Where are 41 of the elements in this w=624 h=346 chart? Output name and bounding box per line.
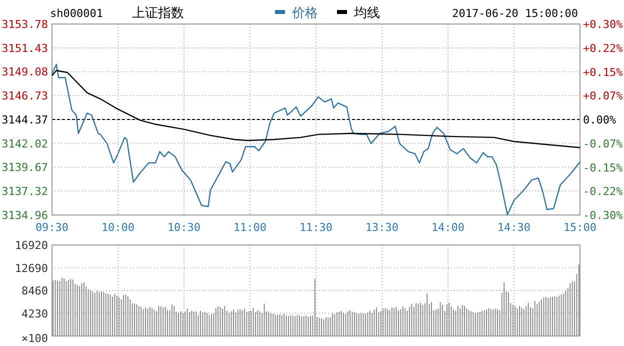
- y2-tick-label: 0.00%: [583, 114, 616, 126]
- y-tick-label: 3151.43: [2, 42, 48, 55]
- chart-title: 上证指数: [132, 5, 184, 20]
- y2-tick-label: +0.15%: [583, 66, 624, 79]
- line-series: [51, 70, 581, 148]
- x-tick-label: 09:30: [35, 221, 69, 234]
- y-tick-label: 3153.78: [2, 18, 48, 31]
- legend-item: 价格: [275, 5, 318, 20]
- y-tick-label: 16920: [14, 239, 48, 252]
- y-tick-label: 3146.73: [2, 90, 48, 103]
- x-tick-label: 10:00: [101, 221, 135, 234]
- y-tick-label: 3134.96: [2, 209, 48, 222]
- chart-subtitle: sh000001: [50, 7, 103, 20]
- x-tick-label: 15:00: [563, 221, 597, 234]
- y-tick-label: 3149.08: [2, 66, 48, 79]
- y2-tick-label: +0.07%: [583, 90, 624, 103]
- y-tick-label: 3142.02: [2, 137, 48, 150]
- x-tick-label: 11:00: [233, 221, 267, 234]
- y-tick-label: 8460: [22, 284, 48, 298]
- y-axis-title: ×100: [22, 332, 48, 345]
- y-tick-label: 3137.32: [2, 185, 48, 198]
- y-tick-label: 3139.67: [2, 161, 48, 174]
- x-tick-label: 10:30: [167, 221, 201, 234]
- y2-tick-label: +0.22%: [583, 42, 624, 55]
- x-tick-label: 11:30: [299, 221, 333, 234]
- text: 2017-06-20 15:00:00: [452, 7, 578, 20]
- legend-label: 均线: [353, 5, 380, 20]
- y2-tick-label: -0.15%: [583, 161, 624, 174]
- y2-tick-label: +0.30%: [583, 18, 624, 31]
- y2-tick-label: -0.30%: [583, 209, 624, 222]
- legend-item: 均线: [337, 5, 380, 20]
- x-tick-label: 13:30: [365, 221, 399, 234]
- y-tick-label: 4230: [22, 307, 48, 320]
- x-tick-label: 14:30: [497, 221, 531, 234]
- line-series: [51, 64, 581, 216]
- y2-tick-label: -0.07%: [583, 137, 624, 150]
- y-tick-label: 12690: [14, 262, 48, 275]
- y-tick-label: 3144.37: [2, 114, 48, 126]
- legend-label: 价格: [291, 5, 318, 20]
- y2-tick-label: -0.22%: [583, 185, 624, 198]
- x-tick-label: 14:00: [431, 221, 465, 234]
